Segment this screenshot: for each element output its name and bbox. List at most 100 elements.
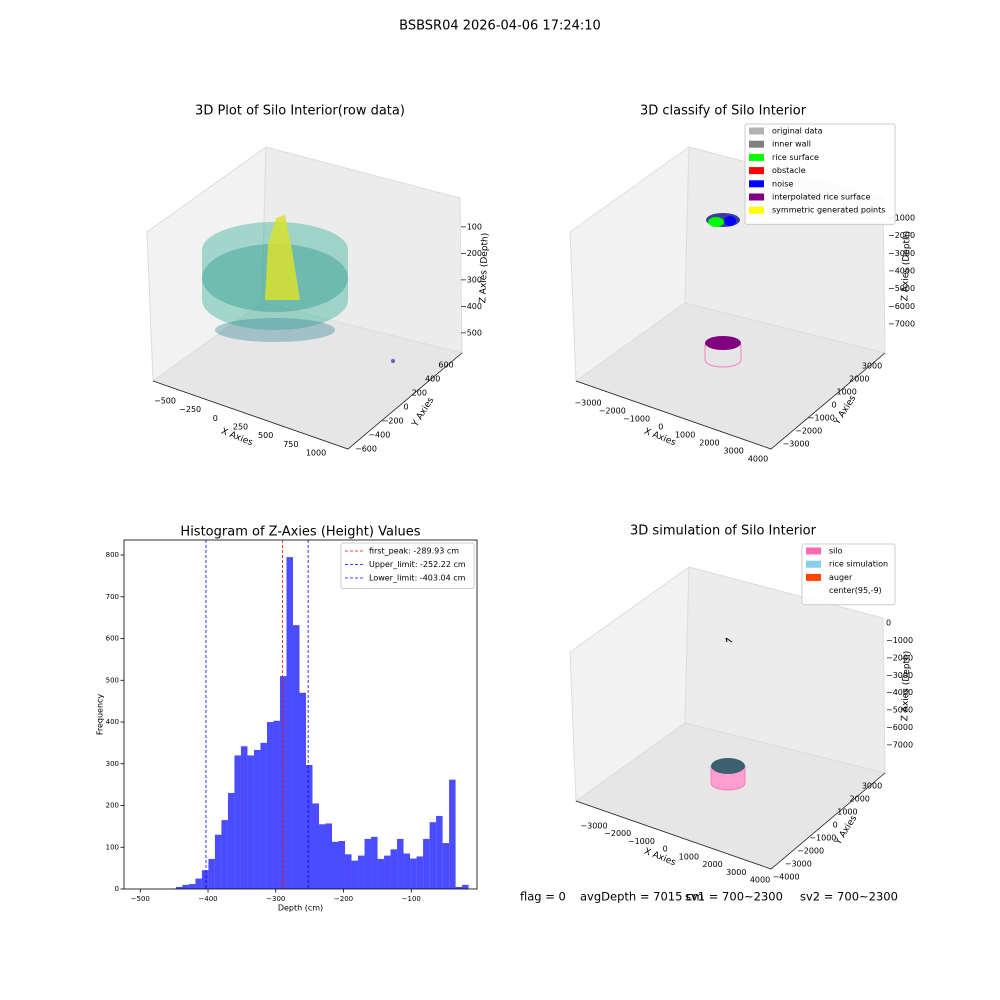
bar — [266, 722, 274, 889]
legend-label: noise — [772, 179, 793, 188]
bar — [318, 824, 326, 889]
legend: first_peak: -289.93 cm Upper_limit: -252.… — [340, 542, 475, 589]
y-tick-label: 100 — [106, 843, 119, 851]
z-tick-label: −500 — [460, 329, 482, 338]
y-tick-label: −3000 — [782, 440, 809, 449]
z-axis-label: Z Axies (Depth) — [900, 231, 912, 302]
bar — [188, 883, 196, 889]
x-tick-label: 2000 — [702, 860, 722, 869]
x-tick-label: 4000 — [748, 455, 768, 464]
legend-swatch — [806, 560, 821, 568]
bar — [455, 886, 463, 889]
bar — [221, 820, 228, 889]
bar — [371, 836, 378, 889]
bar — [260, 742, 267, 889]
legend-label: obstacle — [772, 166, 806, 175]
bar — [240, 746, 248, 889]
x-tick-label: −500 — [131, 895, 150, 903]
x-axis-label: Depth (cm) — [278, 904, 323, 913]
x-tick-label: 1000 — [306, 449, 326, 458]
z-tick-label: −2000 — [886, 653, 913, 662]
z-tick-label: 0 — [886, 619, 891, 628]
bar — [279, 676, 287, 889]
bar — [410, 858, 417, 889]
y-tick-label: −1000 — [808, 414, 835, 423]
legend-label: center(95,-9) — [829, 586, 882, 595]
z-tick-label: −5000 — [886, 706, 913, 715]
legend-label: rice surface — [772, 153, 819, 162]
legend-label: Upper_limit: -252.22 cm — [369, 560, 466, 569]
x-tick-label: −300 — [266, 895, 285, 903]
bar — [442, 843, 450, 889]
y-tick-label: 1000 — [836, 388, 856, 397]
y-tick-label: 400 — [425, 375, 440, 384]
annotation: sv2 = 700~2300 — [800, 890, 898, 904]
x-tick-label: −100 — [402, 895, 421, 903]
chart-title: 3D Plot of Silo Interior(row data) — [195, 104, 405, 119]
bar — [182, 884, 189, 889]
z-tick-label: −4000 — [888, 267, 915, 276]
z-axis-label: Z Axies (Depth) — [478, 233, 490, 304]
legend-label: original data — [772, 127, 823, 136]
plot-frame — [123, 539, 478, 890]
y-tick-label: −400 — [368, 431, 390, 440]
y-tick-label: 400 — [106, 718, 119, 726]
legend-swatch — [749, 167, 764, 175]
legend-box — [340, 542, 475, 589]
y-tick-label: 700 — [106, 593, 119, 601]
bar — [227, 792, 235, 889]
x-tick-label: −3000 — [574, 399, 601, 408]
legend-label: auger — [829, 573, 853, 582]
z-tick-label: −3000 — [888, 249, 915, 258]
bar — [175, 886, 183, 889]
legend-box — [744, 123, 896, 225]
bar — [338, 840, 346, 889]
z-tick-label: −6000 — [886, 723, 913, 732]
legend: silo rice simulation auger center(95,-9) — [801, 543, 896, 606]
y-axis-label: Frequency — [96, 694, 105, 736]
z-tick-label: −400 — [460, 302, 482, 311]
x-tick-label: −3000 — [580, 822, 607, 831]
y-tick-label: 500 — [106, 676, 119, 684]
z-tick-label: −2000 — [888, 231, 915, 240]
bar — [423, 838, 430, 889]
legend-label: Lower_limit: -403.04 cm — [369, 574, 466, 583]
bar — [299, 692, 306, 889]
x-tick-label: −1000 — [628, 837, 655, 846]
x-tick-label: 0 — [213, 414, 218, 423]
x-tick-label: 1000 — [679, 852, 699, 861]
bar — [345, 854, 352, 889]
bar — [325, 823, 333, 889]
bar — [351, 860, 359, 889]
legend-swatch — [806, 587, 821, 595]
z-tick-label: −4000 — [886, 688, 913, 697]
bar — [397, 838, 404, 889]
y-tick-label: 0 — [115, 885, 119, 893]
chart-title: 3D simulation of Silo Interior — [630, 524, 817, 539]
bar — [247, 755, 254, 889]
z-tick-label: −7000 — [886, 741, 913, 750]
bar — [436, 815, 443, 889]
axis-line — [575, 772, 886, 870]
y-tick-label: 200 — [412, 389, 427, 398]
x-tick-label: −200 — [334, 895, 353, 903]
bar — [214, 834, 222, 889]
legend-swatch — [749, 180, 764, 188]
y-tick-label: 600 — [106, 635, 119, 643]
y-tick-label: 1000 — [837, 808, 857, 817]
bar — [234, 755, 241, 889]
annotation: flag = 0 — [520, 890, 566, 904]
y-tick-label: −600 — [355, 445, 377, 454]
x-tick-label: 2000 — [699, 439, 719, 448]
legend-label: interpolated rice surface — [772, 193, 870, 202]
legend-label: rice simulation — [829, 560, 888, 569]
legend-label: inner wall — [772, 140, 811, 149]
y-tick-label: −2000 — [795, 427, 822, 436]
y-tick-label: −3000 — [785, 860, 812, 869]
bar — [377, 858, 385, 889]
figure-title: BSBSR04 2026-04-06 17:24:10 — [399, 19, 601, 34]
z-tick-label: −1000 — [886, 636, 913, 645]
legend-label: silo — [829, 547, 843, 556]
x-tick-label: −2000 — [604, 829, 631, 838]
